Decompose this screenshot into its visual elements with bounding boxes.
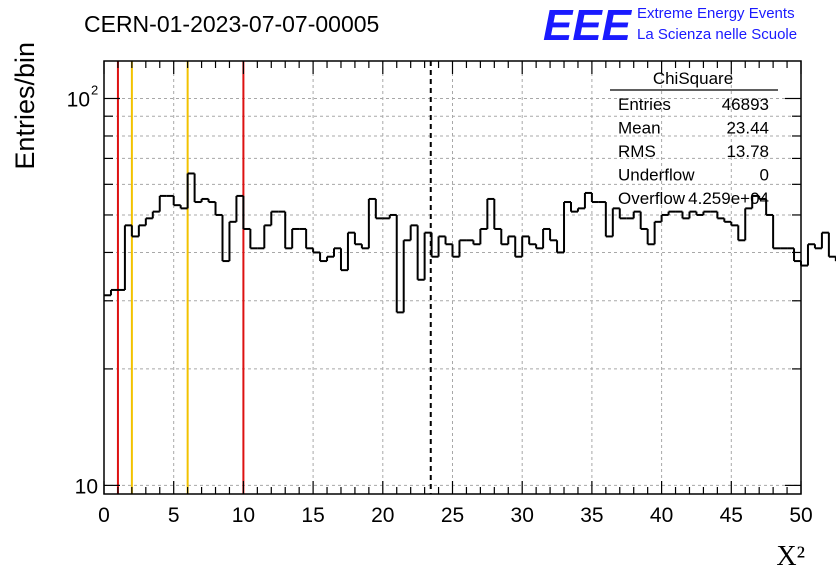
x-tick-label: 5 (168, 504, 180, 527)
x-tick-label: 30 (511, 504, 534, 527)
stats-label: Overflow (618, 189, 686, 208)
stats-label: Mean (618, 119, 661, 138)
x-tick-label: 10 (232, 504, 255, 527)
stats-label: Underflow (618, 166, 695, 185)
x-tick-label: 40 (650, 504, 673, 527)
y-tick-label-exponent: 2 (91, 82, 98, 97)
logo-letters: EEE (543, 1, 633, 50)
marker-lines (116, 61, 432, 494)
stats-rows: Entries 46893 Mean 23.44 RMS 13.78 Underflow 0 O… (618, 95, 769, 208)
axes (103, 60, 802, 495)
stats-label: Entries (618, 95, 671, 114)
eee-logo: EEE Extreme Energy Events La Scienza nel… (543, 1, 797, 50)
y-tick-label: 10 (67, 88, 90, 111)
y-tick-label: 10 (75, 475, 98, 498)
stats-title: ChiSquare (653, 69, 733, 88)
stats-value: 4.259e+04 (688, 189, 769, 208)
x-tick-label: 50 (789, 504, 812, 527)
grid (104, 61, 801, 494)
stats-value: 23.44 (726, 119, 769, 138)
stats-value: 13.78 (726, 142, 769, 161)
x-tick-label: 15 (301, 504, 324, 527)
x-tick-label: 25 (441, 504, 464, 527)
stats-value: 0 (760, 166, 769, 185)
logo-line-1: Extreme Energy Events (637, 5, 795, 22)
x-axis-label: X² (776, 541, 805, 572)
x-tick-label: 20 (371, 504, 394, 527)
x-tick-label: 35 (580, 504, 603, 527)
chart-title: CERN-01-2023-07-07-00005 (84, 11, 379, 37)
stats-label: RMS (618, 142, 656, 161)
stats-box: ChiSquare Entries 46893 Mean 23.44 RMS 13.78 U… (610, 69, 778, 208)
x-tick-label: 0 (98, 504, 110, 527)
y-axis-label: Entries/bin (10, 42, 40, 170)
histogram-series (104, 172, 836, 314)
x-tick-label: 45 (720, 504, 743, 527)
stats-value: 46893 (722, 95, 769, 114)
logo-line-2: La Scienza nelle Scuole (637, 26, 797, 43)
